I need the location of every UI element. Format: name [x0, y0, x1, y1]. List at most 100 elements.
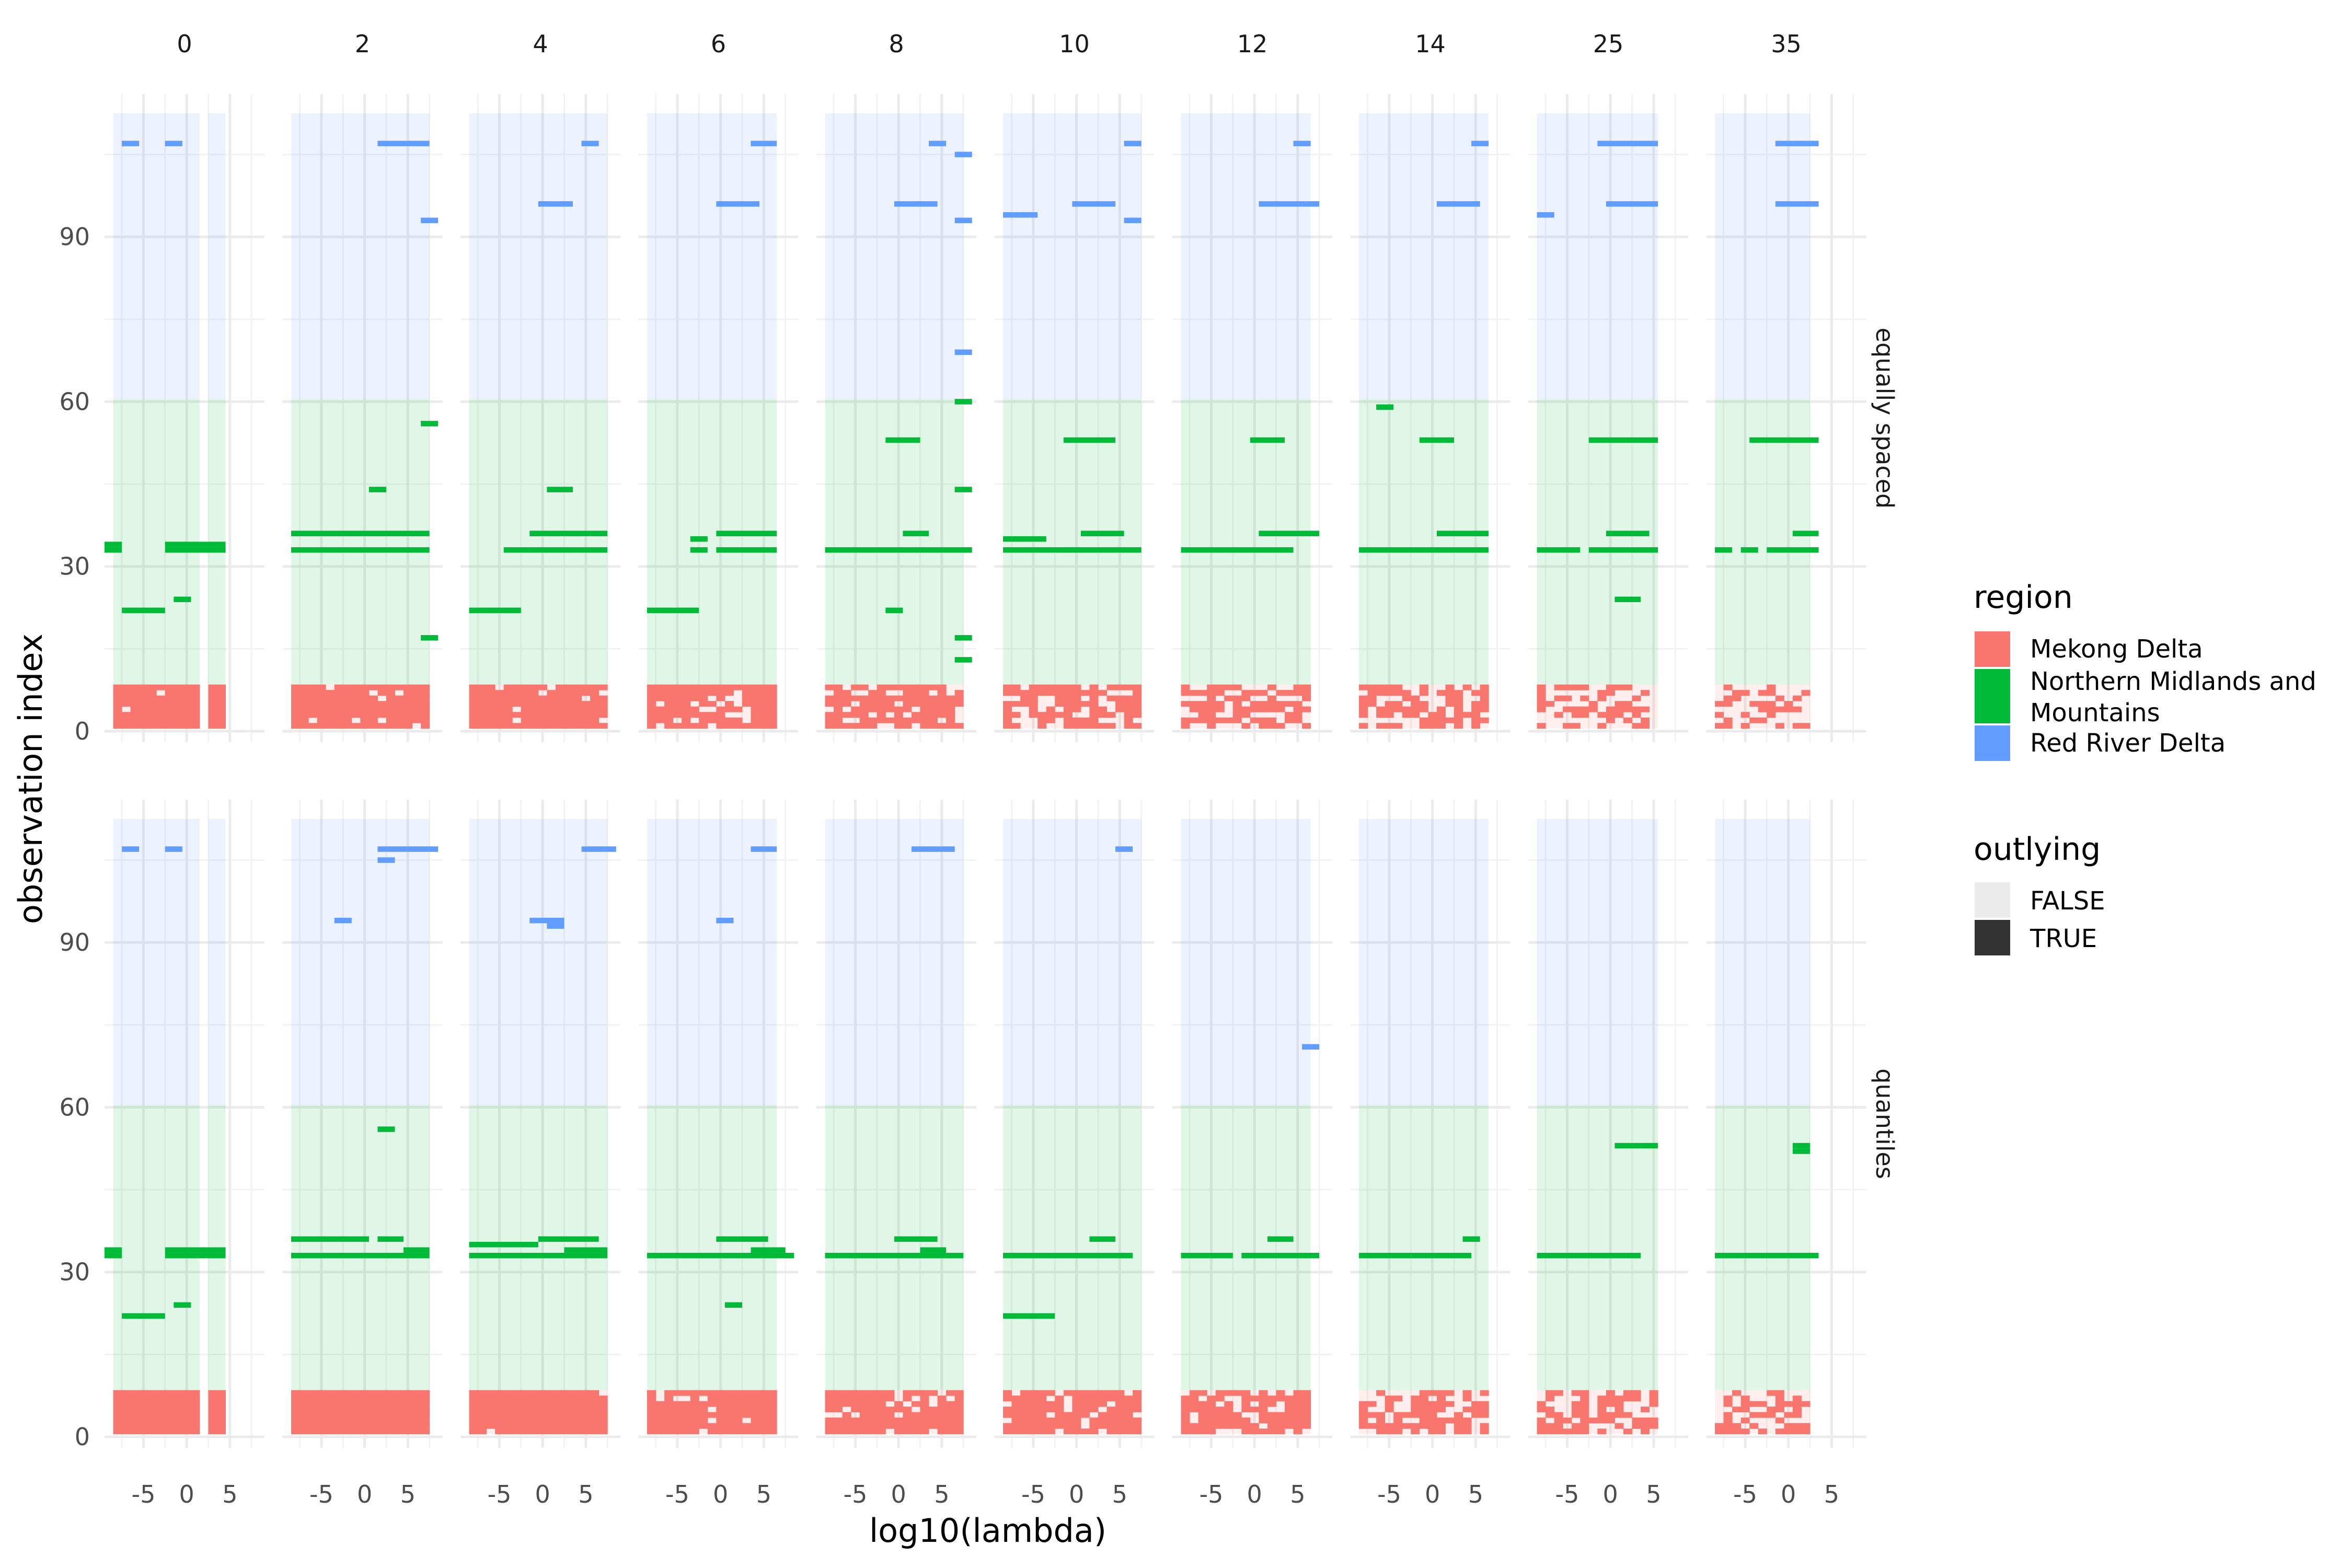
mekong-cell — [1124, 1406, 1133, 1413]
mekong-cell — [1072, 1428, 1081, 1435]
mekong-cell — [1215, 1417, 1225, 1424]
mekong-cell — [334, 723, 343, 729]
mekong-cell — [716, 712, 725, 718]
mekong-cell — [1207, 1423, 1216, 1429]
mekong-cell — [326, 1396, 335, 1402]
mekong-cell — [1207, 712, 1216, 718]
mekong-cell — [673, 701, 682, 707]
mekong-cell — [1055, 1396, 1064, 1402]
mekong-cell — [825, 701, 834, 707]
mekong-cell — [495, 690, 504, 696]
mekong-cell — [1250, 1406, 1259, 1413]
mekong-cell — [403, 1406, 413, 1413]
mekong-cell — [421, 706, 430, 712]
mekong-cell — [217, 701, 226, 707]
mekong-cell — [716, 1390, 725, 1396]
mekong-cell — [1740, 712, 1750, 718]
mekong-cell — [1554, 1423, 1563, 1429]
mekong-cell — [1554, 695, 1563, 701]
mekong-cell — [469, 1417, 478, 1424]
mekong-cell — [395, 1406, 404, 1413]
mekong-cell — [664, 712, 674, 718]
x-tick-label: 0 — [1425, 1480, 1440, 1508]
mekong-cell — [1198, 1401, 1207, 1407]
mekong-cell — [1072, 1412, 1081, 1418]
mekong-cell — [647, 1428, 656, 1435]
mekong-cell — [486, 695, 495, 701]
mekong-cell — [1250, 1396, 1259, 1402]
mekong-cell — [851, 723, 860, 729]
outlying-segment — [368, 487, 386, 492]
mekong-cell — [1775, 695, 1784, 701]
mekong-cell — [217, 1406, 226, 1413]
region-band-red-river-delta — [1359, 113, 1489, 399]
mekong-cell — [317, 717, 326, 723]
legend-swatch-false — [1975, 882, 2010, 918]
mekong-cell — [412, 1412, 421, 1418]
mekong-cell — [360, 1428, 370, 1435]
mekong-cell — [751, 717, 760, 723]
mekong-cell — [299, 1396, 309, 1402]
outlying-segment — [1003, 212, 1021, 218]
mekong-cell — [1063, 712, 1073, 718]
mekong-cell — [547, 701, 556, 707]
mekong-cell — [1181, 701, 1190, 707]
outlying-segment — [469, 1252, 608, 1259]
mekong-cell — [682, 684, 691, 690]
mekong-cell — [122, 1412, 131, 1418]
mekong-cell — [647, 690, 656, 696]
outlying-segment — [1302, 1252, 1320, 1259]
legend-swatch-red-river-delta — [1975, 725, 2010, 761]
mekong-cell — [1293, 1412, 1302, 1418]
mekong-cell — [182, 1417, 191, 1424]
mekong-cell — [512, 684, 522, 690]
mekong-cell — [343, 712, 352, 718]
mekong-cell — [825, 1423, 834, 1429]
legend-label-northern-midlands-line2: Mountains — [2030, 698, 2160, 728]
mekong-cell — [1198, 1406, 1207, 1413]
mekong-cell — [859, 1390, 869, 1396]
mekong-cell — [1471, 717, 1481, 723]
mekong-cell — [1029, 1396, 1038, 1402]
panel-grid — [816, 94, 976, 742]
mekong-cell — [868, 695, 878, 701]
mekong-cell — [343, 690, 352, 696]
mekong-cell — [724, 1396, 734, 1402]
mekong-cell — [1649, 1417, 1658, 1424]
mekong-cell — [368, 684, 378, 690]
mekong-cell — [495, 706, 504, 712]
mekong-cell — [877, 690, 886, 696]
mekong-cell — [920, 1428, 929, 1435]
mekong-cell — [1259, 690, 1268, 696]
outlying-segment — [1302, 1044, 1320, 1050]
mekong-cell — [1419, 690, 1428, 696]
region-band-red-river-delta — [291, 818, 430, 1105]
mekong-cell — [1758, 1401, 1767, 1407]
mekong-cell — [1089, 723, 1099, 729]
mekong-cell — [1385, 723, 1394, 729]
mekong-cell — [377, 1423, 387, 1429]
mekong-cell — [113, 1396, 122, 1402]
mekong-cell — [317, 695, 326, 701]
outlying-segment — [1749, 437, 1819, 443]
panel-equally-spaced-35 — [1706, 94, 1866, 742]
mekong-cell — [130, 723, 140, 729]
x-tick-label: 5 — [934, 1480, 949, 1508]
mekong-cell — [768, 1417, 777, 1424]
legend-swatch-true — [1975, 920, 2010, 955]
mekong-cell — [139, 1406, 148, 1413]
mekong-cell — [1367, 695, 1377, 701]
mekong-cell — [139, 1390, 148, 1396]
mekong-cell — [690, 706, 699, 712]
mekong-cell — [842, 1412, 851, 1418]
mekong-cell — [1554, 684, 1563, 690]
mekong-cell — [182, 723, 191, 729]
mekong-cell — [512, 1412, 522, 1418]
mekong-cell — [851, 1406, 860, 1413]
mekong-cell — [395, 723, 404, 729]
mekong-cell — [147, 1428, 157, 1435]
outlying-segment — [1293, 141, 1311, 146]
region-band-red-river-delta — [1537, 818, 1658, 1105]
y-tick-label: 90 — [59, 223, 90, 251]
